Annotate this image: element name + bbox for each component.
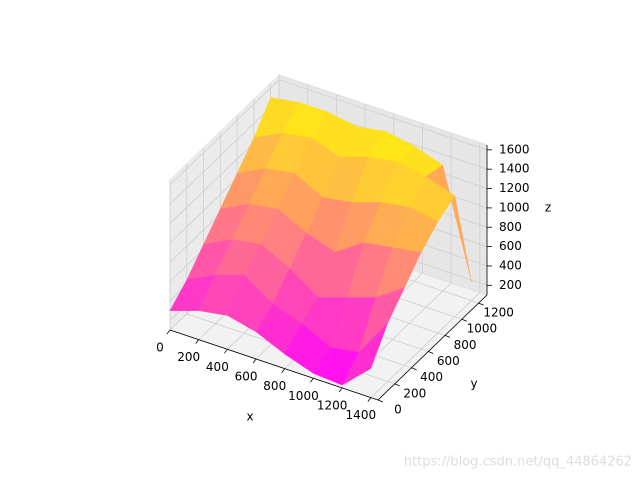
y-tick-label: 600: [437, 354, 460, 368]
grid-line: [169, 98, 280, 205]
y-tick-label: 200: [403, 386, 426, 400]
tick-mark: [411, 367, 417, 371]
y-tick-label: 1200: [483, 306, 514, 320]
z-tick-label: 800: [499, 220, 522, 234]
tick-mark: [461, 318, 467, 322]
watermark: https://blog.csdn.net/qq_44864262: [404, 455, 632, 470]
x-tick-label: 200: [177, 350, 200, 364]
grid-line: [370, 292, 481, 398]
z-tick-label: 1400: [499, 162, 530, 176]
tick-mark: [478, 302, 484, 306]
x-tick-label: 0: [156, 341, 164, 355]
y-tick-label: 0: [394, 403, 402, 417]
tick-mark: [444, 335, 451, 338]
y-tick-label: 400: [420, 370, 443, 384]
z-tick-label: 1600: [499, 142, 530, 156]
z-axis-label: z: [545, 201, 551, 215]
x-axis-line: [169, 329, 379, 401]
x-axis-label: x: [246, 410, 253, 424]
tick-mark: [394, 383, 400, 387]
x-tick-label: 1400: [346, 408, 377, 422]
tick-mark: [367, 397, 372, 402]
tick-mark: [195, 339, 200, 344]
y-axis-line: [377, 294, 488, 401]
tick-mark: [338, 387, 343, 393]
y-tick-label: 800: [454, 338, 477, 352]
y-axis-label: y: [470, 377, 477, 391]
x-tick-label: 1000: [288, 389, 319, 403]
tick-mark: [281, 368, 286, 373]
z-tick-label: 200: [499, 278, 522, 292]
surface-face: [341, 323, 388, 386]
tick-mark: [166, 329, 171, 335]
x-tick-label: 800: [263, 379, 286, 393]
z-tick-label: 400: [499, 258, 522, 272]
z-tick-label: 1200: [499, 181, 530, 195]
tick-mark: [428, 351, 434, 354]
tick-mark: [310, 378, 314, 383]
x-tick-label: 400: [206, 360, 229, 374]
tick-mark: [377, 399, 384, 403]
grid-line: [169, 79, 280, 186]
tick-mark: [252, 358, 257, 364]
x-tick-label: 600: [235, 369, 258, 383]
tick-mark: [224, 349, 228, 354]
z-tick-label: 1000: [499, 200, 530, 214]
y-tick-label: 1000: [467, 322, 498, 336]
z-tick-label: 600: [499, 239, 522, 253]
x-tick-label: 1200: [317, 398, 348, 412]
grid-line: [278, 79, 488, 151]
